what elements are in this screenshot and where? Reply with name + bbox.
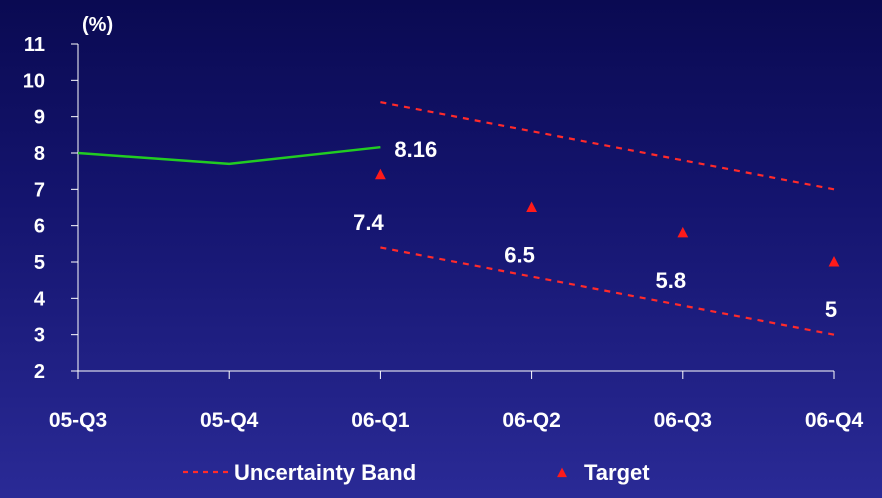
y-tick-label: 11 <box>24 34 45 56</box>
target-marker <box>526 201 537 212</box>
x-tick-label: 05-Q3 <box>49 409 107 432</box>
target-label: 6.5 <box>504 243 535 268</box>
legend-band-label: Uncertainty Band <box>234 460 416 485</box>
y-tick-label: 5 <box>34 252 45 274</box>
x-tick-label: 05-Q4 <box>200 409 259 432</box>
target-marker <box>375 168 386 180</box>
target-marker <box>677 226 689 238</box>
legend-target-swatch <box>557 467 567 478</box>
y-tick-label: 7 <box>34 179 45 201</box>
legend: Uncertainty Band Target <box>183 460 650 485</box>
y-axis-label: (%) <box>82 14 113 36</box>
actual-series <box>77 145 381 166</box>
band-upper-line <box>380 101 835 191</box>
actual-end-label: 8.16 <box>394 137 437 162</box>
y-tick-label: 8 <box>34 143 45 165</box>
band-lower-line <box>380 246 835 336</box>
uncertainty-band <box>380 101 835 336</box>
axes: 2 3 4 5 6 7 8 9 10 11 (%) 05-Q3 05-Q4 06-Q1 06-Q2 06-Q3… <box>23 14 864 432</box>
actual-line <box>77 145 381 166</box>
x-tick-label: 06-Q3 <box>654 409 712 432</box>
x-tick-label: 06-Q4 <box>805 409 864 432</box>
y-tick-label: 6 <box>34 216 45 238</box>
y-tick-label: 3 <box>34 325 45 347</box>
y-tick-label: 4 <box>34 288 46 310</box>
target-label: 7.4 <box>353 210 384 235</box>
target-label: 5.8 <box>656 268 687 293</box>
target-marker <box>828 256 840 267</box>
y-tick-label: 10 <box>23 70 45 92</box>
y-tick-label: 9 <box>34 107 45 129</box>
target-series <box>375 168 840 267</box>
data-labels: 8.16 7.4 6.5 5.8 5 <box>353 137 837 322</box>
legend-target-label: Target <box>584 460 650 485</box>
y-tick-label: 2 <box>34 361 45 383</box>
x-tick-label: 06-Q1 <box>351 409 410 432</box>
target-label: 5 <box>825 297 837 322</box>
x-tick-label: 06-Q2 <box>502 409 560 432</box>
